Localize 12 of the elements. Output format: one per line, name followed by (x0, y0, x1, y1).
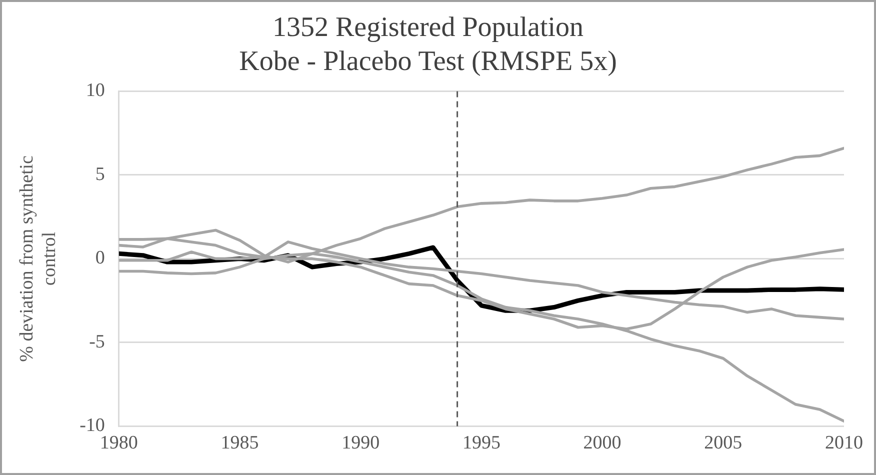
x-tick-label: 2010 (825, 432, 863, 454)
x-tick-label: 1995 (462, 432, 500, 454)
x-tick-label: 1990 (342, 432, 380, 454)
x-tick-label: 2005 (704, 432, 742, 454)
y-tick-label: 10 (86, 80, 105, 102)
chart-title: 1352 Registered Population Kobe - Placebo Test (RMSPE 5x) (239, 12, 617, 77)
y-tick-label: 5 (95, 164, 105, 185)
y-tick-label: -5 (89, 331, 105, 352)
x-tick-label: 2000 (583, 432, 622, 454)
y-axis-title: % deviation from synthetic control (16, 156, 60, 362)
y-tick-label: 0 (95, 248, 105, 269)
x-tick-label: 1985 (220, 432, 259, 454)
